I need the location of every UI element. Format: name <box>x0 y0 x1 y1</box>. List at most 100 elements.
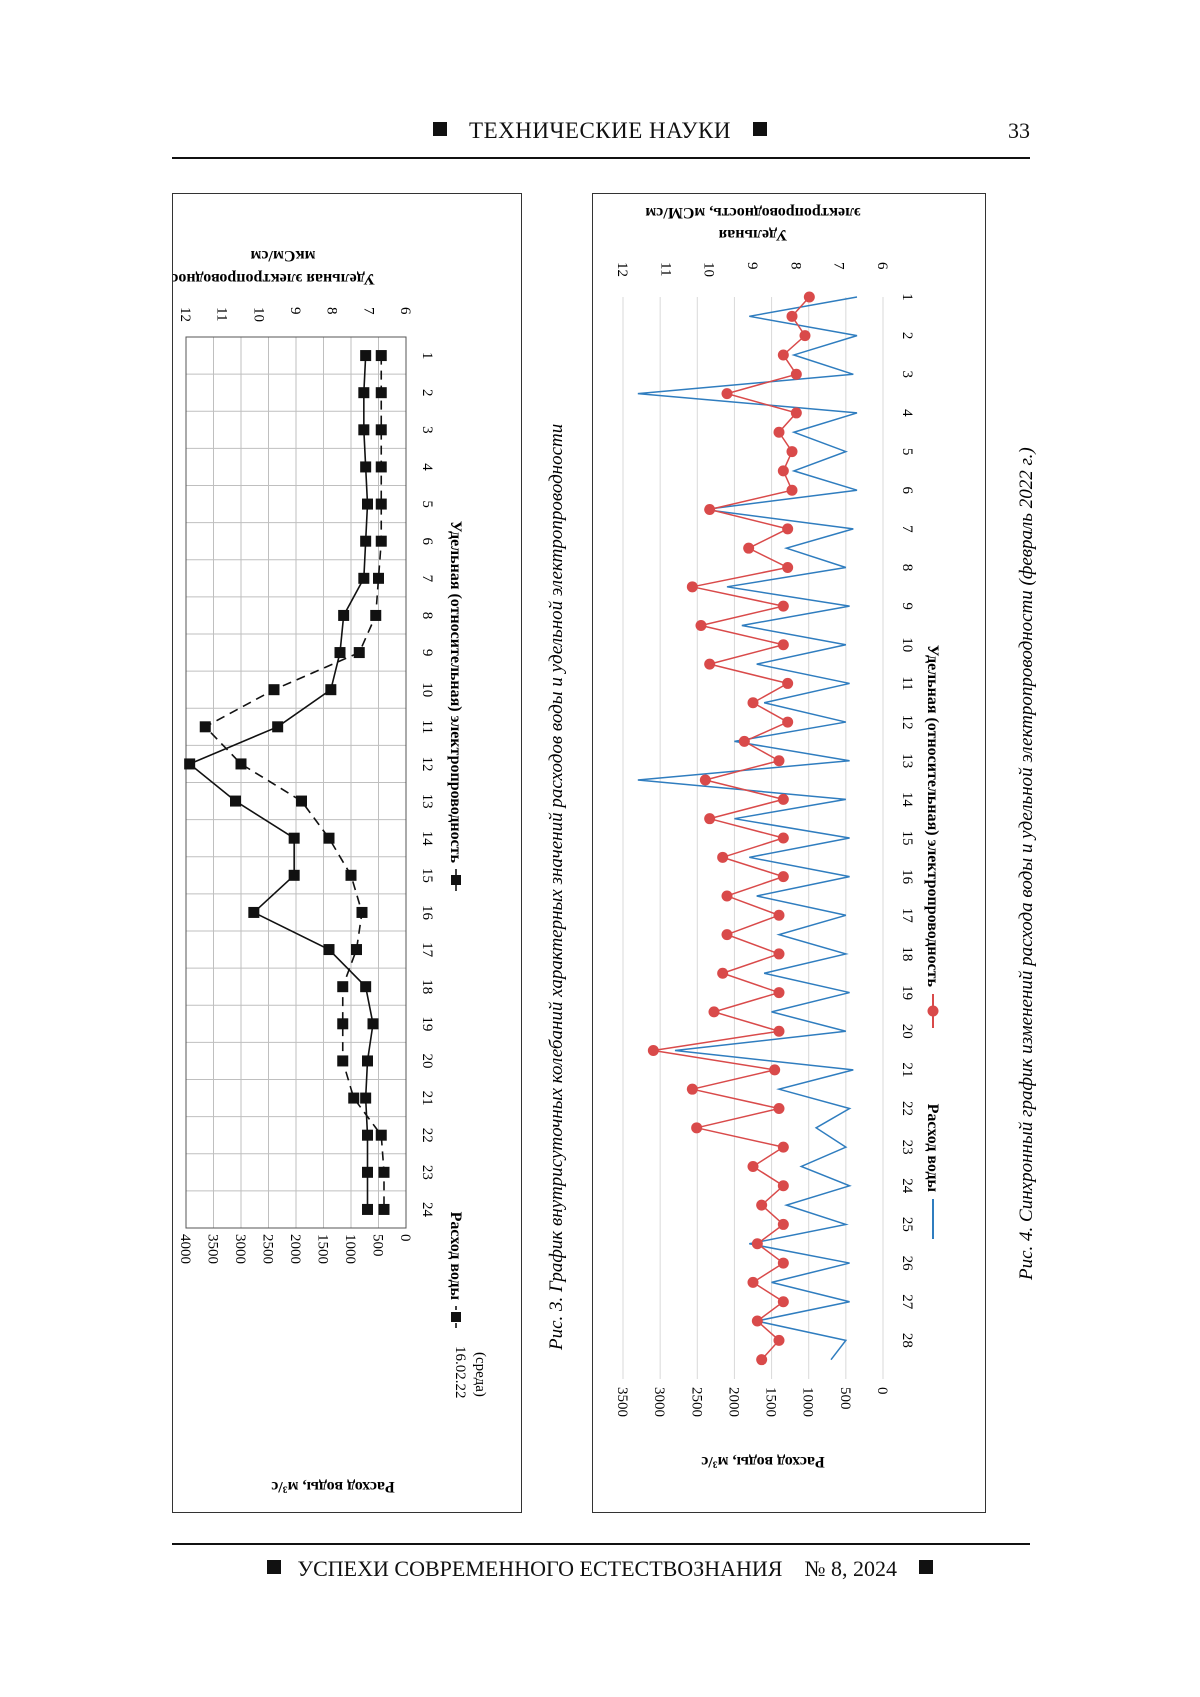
y-tick-label: 2500 <box>260 1234 276 1264</box>
x-tick-label: 27 <box>899 1294 915 1310</box>
legend-water-marker <box>451 1312 461 1322</box>
x-tick-label: 8 <box>899 564 915 572</box>
y2-tick-label: 12 <box>177 307 193 322</box>
conductivity-point <box>778 1296 789 1307</box>
y-axis-title: Расход воды, м³/с <box>271 1478 395 1495</box>
y-tick-label: 500 <box>837 1387 853 1410</box>
y-tick-label: 3500 <box>205 1234 221 1264</box>
x-tick-label: 17 <box>419 942 435 958</box>
conductivity-point <box>787 485 798 496</box>
conductivity-point <box>704 504 715 515</box>
figure-4-frame: 0500100015002000250030003500678910111212… <box>592 193 986 1513</box>
conductivity-point <box>756 1354 767 1365</box>
x-tick-label: 17 <box>899 908 915 924</box>
conductivity-point <box>362 1130 373 1141</box>
y2-tick-label: 6 <box>874 262 890 270</box>
x-tick-label: 22 <box>419 1128 435 1143</box>
conductivity-point <box>722 890 733 901</box>
conductivity-point <box>289 870 300 881</box>
water-point <box>376 387 387 398</box>
conductivity-point <box>769 1064 780 1075</box>
conductivity-point <box>230 796 241 807</box>
running-header: ТЕХНИЧЕСКИЕ НАУКИ 33 <box>0 118 1200 158</box>
date-label: 16.02.22 <box>452 1346 468 1399</box>
water-point <box>324 833 335 844</box>
conductivity-point <box>774 1026 785 1037</box>
conductivity-point <box>778 1142 789 1153</box>
water-point <box>379 1167 390 1178</box>
x-tick-label: 5 <box>899 448 915 456</box>
series-conductivity-line <box>653 297 809 1360</box>
conductivity-point <box>787 311 798 322</box>
y-tick-label: 0 <box>397 1234 413 1242</box>
y2-tick-label: 9 <box>287 307 303 315</box>
y-tick-label: 1000 <box>342 1234 358 1264</box>
conductivity-point <box>289 833 300 844</box>
x-tick-label: 3 <box>419 426 435 434</box>
conductivity-point <box>748 697 759 708</box>
conductivity-point <box>782 717 793 728</box>
x-tick-label: 25 <box>899 1217 915 1232</box>
y2-tick-label: 8 <box>787 262 803 270</box>
header-rule <box>172 157 1030 159</box>
conductivity-point <box>774 1335 785 1346</box>
day-label: (среда) <box>472 1352 488 1397</box>
journal-issue: № 8, 2024 <box>804 1556 897 1581</box>
conductivity-point <box>787 446 798 457</box>
legend-water-label: Расход воды <box>447 1212 464 1301</box>
x-tick-label: 11 <box>419 720 435 734</box>
water-point <box>348 1093 359 1104</box>
water-point <box>373 573 384 584</box>
conductivity-point <box>722 929 733 940</box>
y2-tick-label: 10 <box>701 262 717 277</box>
conductivity-point <box>782 678 793 689</box>
x-tick-label: 24 <box>419 1202 435 1218</box>
figure-3-caption: Рис. 3. График внутрисуточных колебаний … <box>546 424 567 1351</box>
conductivity-point <box>752 1238 763 1249</box>
y2-axis-title-line1: Удельная <box>718 226 787 243</box>
x-tick-label: 21 <box>419 1091 435 1106</box>
conductivity-point <box>778 871 789 882</box>
water-point <box>376 350 387 361</box>
conductivity-point <box>338 610 349 621</box>
x-tick-label: 9 <box>419 649 435 657</box>
x-tick-label: 7 <box>419 575 435 583</box>
x-tick-label: 24 <box>899 1178 915 1194</box>
conductivity-point <box>791 369 802 380</box>
conductivity-point <box>709 1006 720 1017</box>
x-tick-label: 12 <box>419 756 435 771</box>
conductivity-point <box>360 350 371 361</box>
y2-axis-title-line1: Удельная электропроводность, <box>173 270 375 287</box>
x-tick-label: 23 <box>419 1165 435 1180</box>
water-point <box>376 1130 387 1141</box>
y2-tick-label: 11 <box>657 262 673 276</box>
conductivity-point <box>778 601 789 612</box>
legend-conductivity-label: Удельная (относительная) электропроводно… <box>447 521 464 864</box>
conductivity-point <box>748 1161 759 1172</box>
y2-axis-title-line2: мкСм/см <box>250 247 315 264</box>
x-tick-label: 6 <box>419 537 435 545</box>
y2-tick-label: 11 <box>214 307 230 321</box>
conductivity-point <box>791 407 802 418</box>
legend-water-label: Расход воды <box>924 1104 941 1193</box>
water-point <box>296 796 307 807</box>
x-tick-label: 22 <box>899 1101 915 1116</box>
conductivity-point <box>362 499 373 510</box>
conductivity-point <box>691 1122 702 1133</box>
water-point <box>337 1055 348 1066</box>
y2-tick-label: 7 <box>360 307 376 315</box>
conductivity-point <box>717 968 728 979</box>
fig3-plot: 0500100015002000250030003500400067891011… <box>173 247 488 1495</box>
y-tick-label: 3000 <box>232 1234 248 1264</box>
journal-name: УСПЕХИ СОВРЕМЕННОГО ЕСТЕСТВОЗНАНИЯ <box>298 1556 783 1581</box>
conductivity-point <box>687 1084 698 1095</box>
x-tick-label: 4 <box>419 463 435 471</box>
square-bullet-icon <box>433 122 447 136</box>
y-tick-label: 1500 <box>315 1234 331 1264</box>
conductivity-point <box>739 736 750 747</box>
legend-conductivity-marker <box>451 875 461 885</box>
conductivity-point <box>358 424 369 435</box>
x-tick-label: 14 <box>899 792 915 808</box>
conductivity-point <box>360 536 371 547</box>
x-tick-label: 2 <box>419 389 435 397</box>
